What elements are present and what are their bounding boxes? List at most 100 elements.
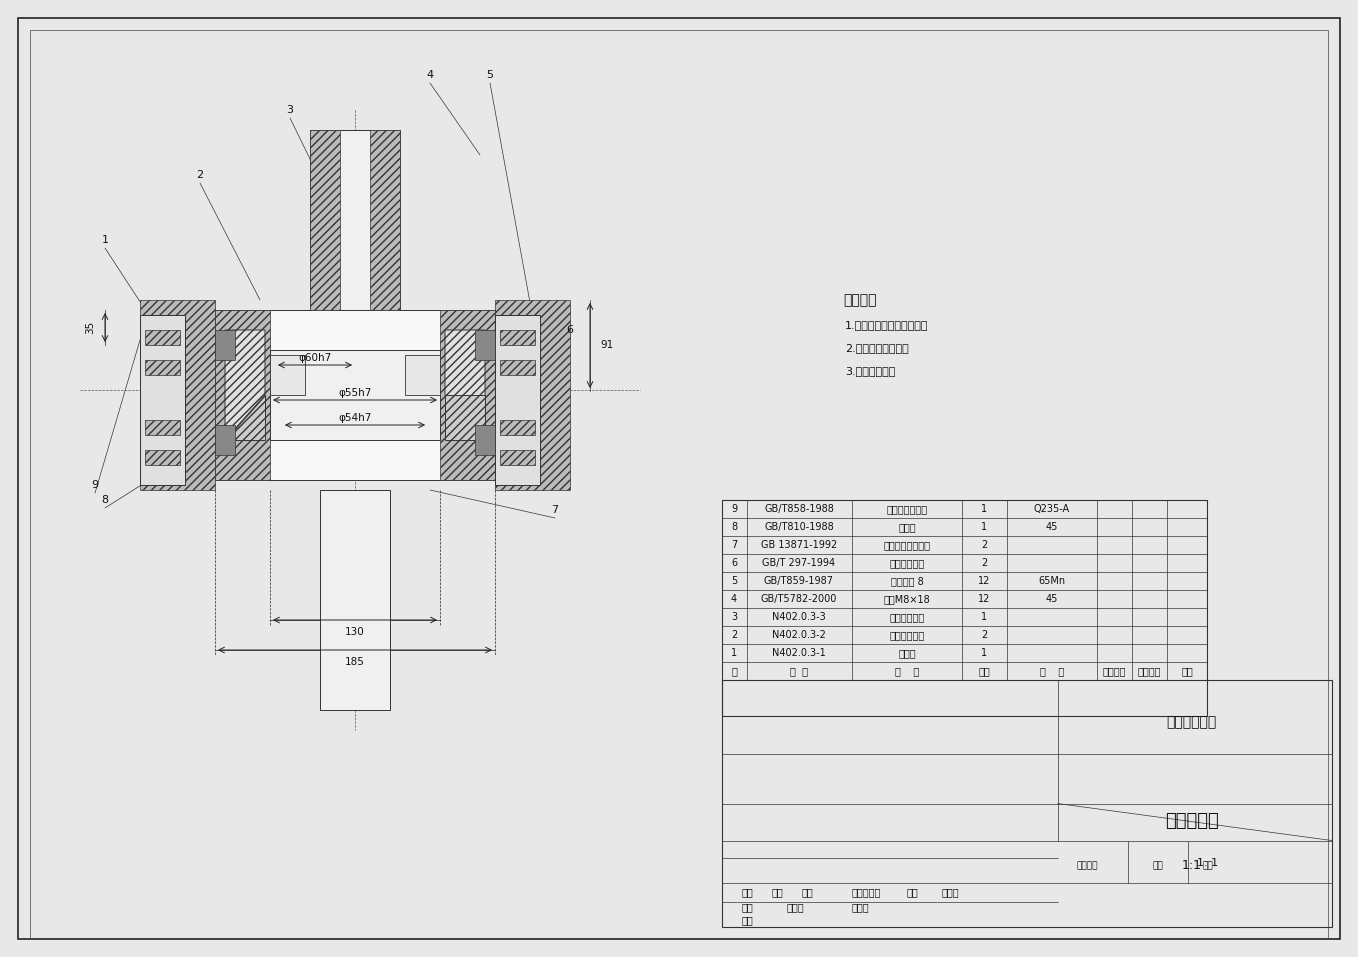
Text: 序: 序	[731, 666, 737, 676]
Bar	[145, 360, 181, 375]
Text: 1: 1	[980, 522, 987, 532]
Bar	[310, 130, 401, 310]
Bar	[270, 355, 306, 395]
Text: N402.0.3-3: N402.0.3-3	[773, 612, 826, 622]
Bar	[270, 350, 440, 440]
Polygon shape	[225, 395, 265, 440]
Text: 圆锥滚子轴承: 圆锥滚子轴承	[889, 558, 925, 568]
Text: 8: 8	[731, 522, 737, 532]
Text: Q235-A: Q235-A	[1033, 504, 1070, 514]
Bar	[215, 330, 235, 360]
Bar	[722, 500, 1207, 716]
Bar	[405, 355, 440, 395]
Bar	[500, 420, 535, 435]
Text: 2: 2	[980, 630, 987, 640]
Bar	[140, 300, 215, 490]
Text: 标准化: 标准化	[851, 902, 869, 912]
Polygon shape	[225, 330, 265, 440]
Text: 支重轮传动轴: 支重轮传动轴	[889, 612, 925, 622]
Text: 弹性垫片 8: 弹性垫片 8	[891, 576, 923, 586]
Text: 3: 3	[731, 612, 737, 622]
Text: 1.各装配副件精定，可靠；: 1.各装配副件精定，可靠；	[845, 320, 929, 330]
Text: 6: 6	[731, 558, 737, 568]
Text: 1: 1	[731, 648, 737, 658]
Text: 签名: 签名	[907, 887, 919, 897]
Text: 2: 2	[731, 630, 737, 640]
Text: 单件重量: 单件重量	[1103, 666, 1126, 676]
Text: 7: 7	[551, 505, 558, 515]
Bar	[140, 315, 185, 485]
Text: 分区: 分区	[803, 887, 813, 897]
Text: 年月日: 年月日	[942, 887, 960, 897]
Text: 处数: 处数	[771, 887, 784, 897]
Bar	[500, 330, 535, 345]
Text: 审核: 审核	[741, 915, 754, 925]
Text: GB/T858-1988: GB/T858-1988	[765, 504, 834, 514]
Bar	[369, 130, 401, 310]
Text: 130: 130	[345, 627, 365, 637]
Text: 支重轮端承盖: 支重轮端承盖	[889, 630, 925, 640]
Text: 总计重量: 总计重量	[1137, 666, 1161, 676]
Text: 设计: 设计	[741, 902, 754, 912]
Text: 7: 7	[731, 540, 737, 550]
Text: 5: 5	[486, 70, 493, 80]
Text: 9: 9	[731, 504, 737, 514]
Bar	[722, 680, 1332, 927]
Text: GB/T5782-2000: GB/T5782-2000	[760, 594, 837, 604]
Text: φ55h7: φ55h7	[338, 388, 372, 398]
Text: 比例: 比例	[1202, 861, 1213, 870]
Text: φ54h7: φ54h7	[338, 413, 372, 423]
Text: 12: 12	[978, 594, 990, 604]
Text: 4: 4	[426, 70, 433, 80]
Text: 湖南农业大学: 湖南农业大学	[1167, 715, 1217, 729]
Bar	[215, 310, 496, 480]
Text: GB/T 297-1994: GB/T 297-1994	[762, 558, 835, 568]
Text: φ60h7: φ60h7	[299, 353, 331, 363]
Text: 45: 45	[1046, 594, 1058, 604]
Text: 8: 8	[102, 495, 109, 505]
Text: GB/T810-1988: GB/T810-1988	[765, 522, 834, 532]
Text: 2: 2	[980, 558, 987, 568]
Text: 1: 1: 1: 1	[1196, 858, 1218, 868]
Bar	[475, 330, 496, 360]
Text: 代  号: 代 号	[790, 666, 808, 676]
Bar	[145, 450, 181, 465]
Bar	[496, 300, 570, 490]
Bar	[500, 360, 535, 375]
Bar	[320, 490, 390, 710]
Text: 圆螺母止动垫圈: 圆螺母止动垫圈	[887, 504, 928, 514]
Bar	[500, 450, 535, 465]
Text: 重量: 重量	[1152, 861, 1162, 870]
Text: 6: 6	[566, 325, 573, 335]
Bar	[440, 310, 496, 480]
Text: 1: 1	[980, 612, 987, 622]
Bar	[145, 420, 181, 435]
Text: 标记: 标记	[741, 887, 754, 897]
Text: 65Mn: 65Mn	[1039, 576, 1066, 586]
Text: 12: 12	[978, 576, 990, 586]
Text: 螺栓M8×18: 螺栓M8×18	[884, 594, 930, 604]
Text: 2: 2	[980, 540, 987, 550]
Text: 明海明: 明海明	[788, 902, 805, 912]
Text: 185: 185	[345, 657, 365, 667]
Text: 2.轴承处涂润滑油；: 2.轴承处涂润滑油；	[845, 343, 909, 353]
Bar	[145, 330, 181, 345]
Text: 阶段标记: 阶段标记	[1077, 861, 1099, 870]
Text: 支重轮: 支重轮	[898, 648, 915, 658]
Text: 3.各螺栓拧紧；: 3.各螺栓拧紧；	[845, 366, 895, 376]
Text: 材    料: 材 料	[1040, 666, 1065, 676]
Text: GB/T859-1987: GB/T859-1987	[765, 576, 834, 586]
Text: 91: 91	[600, 340, 614, 350]
Text: 圆螺母: 圆螺母	[898, 522, 915, 532]
Text: 9: 9	[91, 480, 99, 490]
Text: 5: 5	[731, 576, 737, 586]
Text: N402.0.3-1: N402.0.3-1	[773, 648, 826, 658]
Text: 4: 4	[731, 594, 737, 604]
Text: 45: 45	[1046, 522, 1058, 532]
Text: 备注: 备注	[1181, 666, 1192, 676]
Text: 1: 1	[980, 648, 987, 658]
Text: 1: 1	[102, 235, 109, 245]
Text: GB 13871-1992: GB 13871-1992	[760, 540, 837, 550]
Text: 更改文件号: 更改文件号	[851, 887, 881, 897]
Bar	[475, 425, 496, 455]
